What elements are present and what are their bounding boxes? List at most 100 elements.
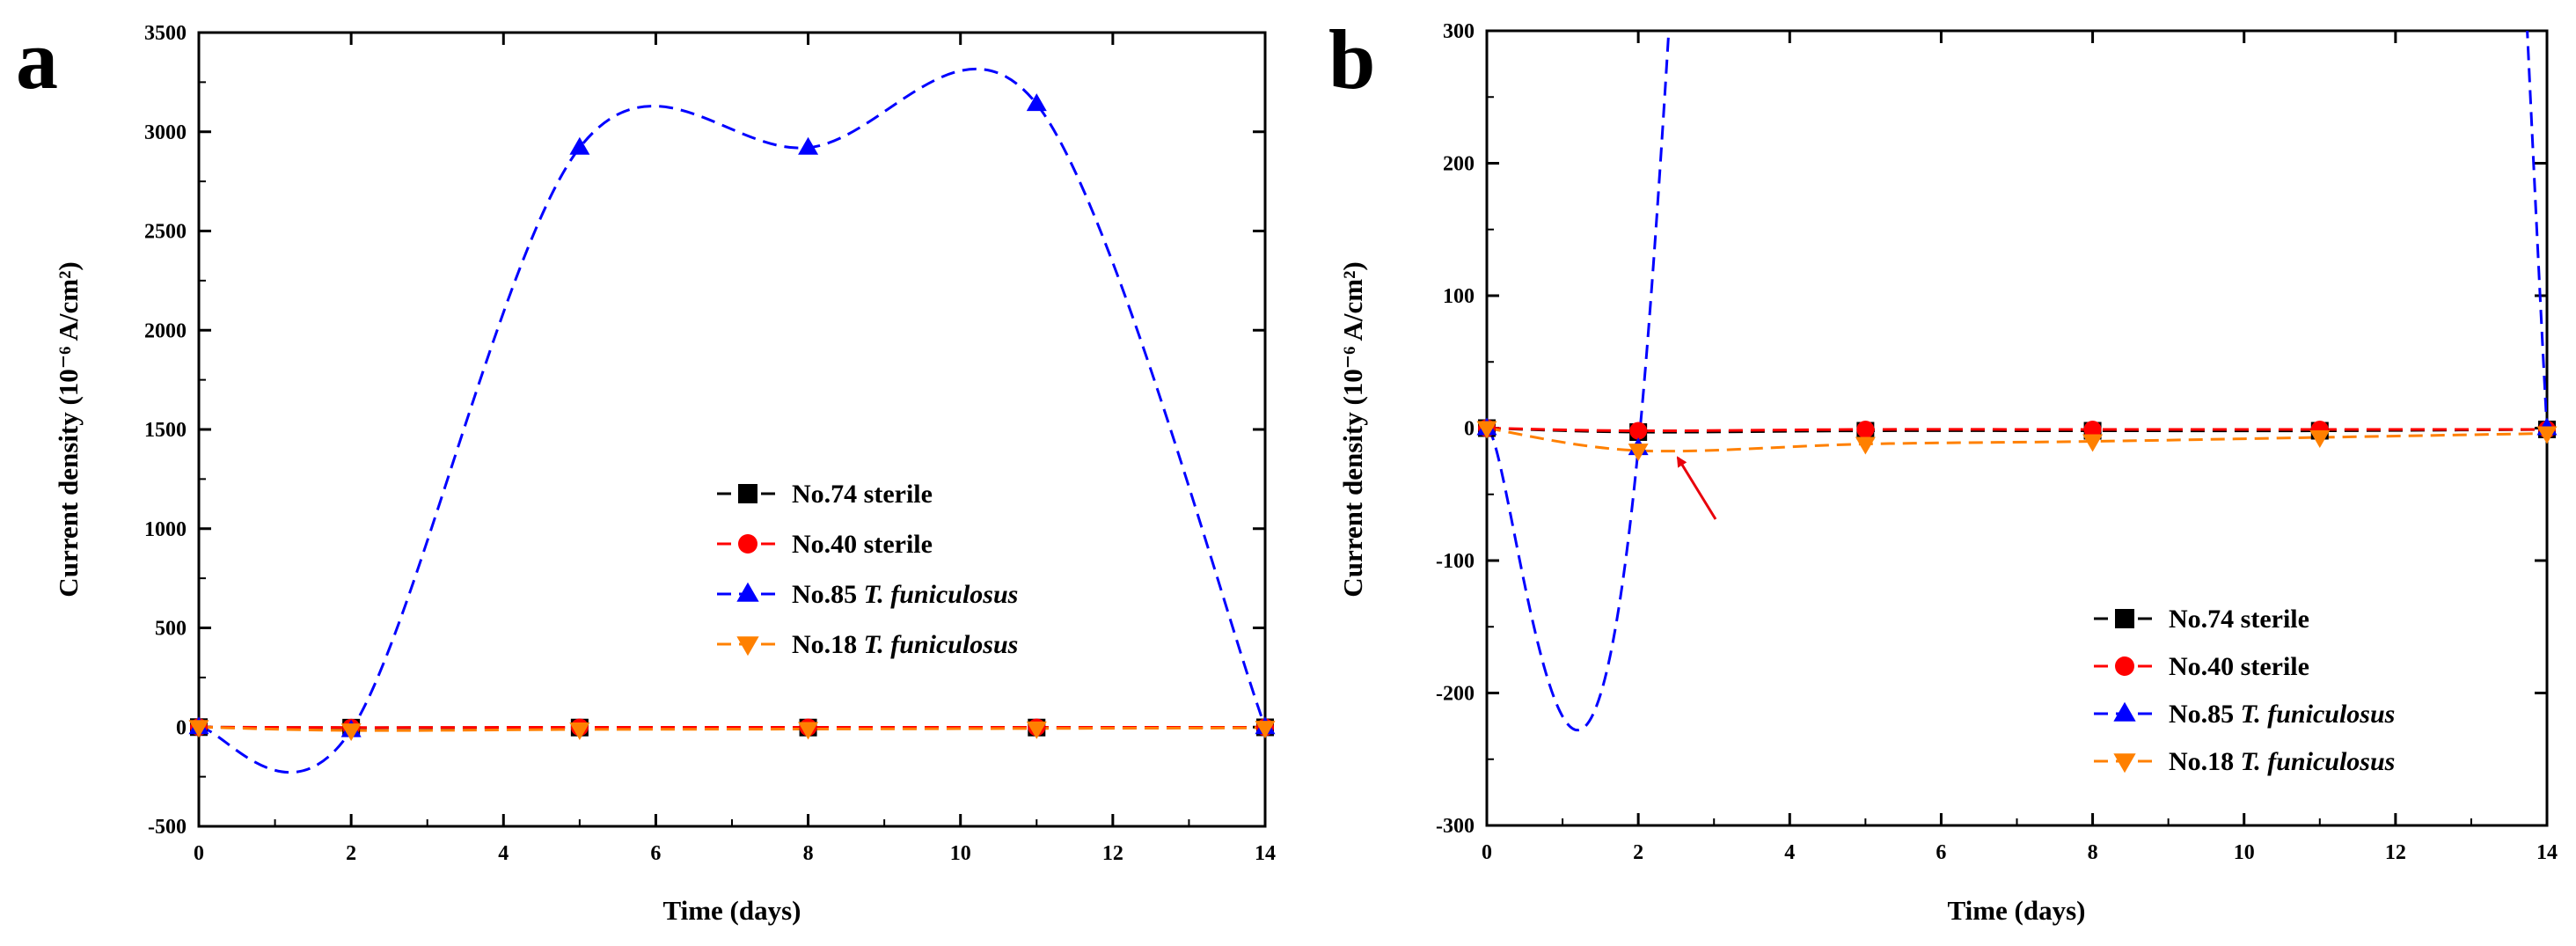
annotation-arrow	[1676, 456, 1717, 520]
legend-label: No.85 T. funiculosus	[2169, 700, 2395, 729]
legend-label: No.74 sterile	[2169, 605, 2309, 634]
y-axis-label-a-text: Current density (10⁻⁶ A/cm²)	[53, 261, 84, 597]
ticks-b: 0 2 4 6 8 10 12 14 -300 -200 -100 0 100 200 300	[1436, 20, 2558, 864]
x-tick-label: 0	[1482, 841, 1492, 864]
panel-b-letter: b	[1328, 12, 1375, 106]
y-tick-label: 500	[155, 618, 187, 641]
x-tick-label: 6	[1936, 841, 1946, 864]
legend-label-prefix: No.74	[2169, 605, 2241, 634]
legend-label-suffix: sterile	[864, 480, 933, 509]
legend-marker	[2115, 656, 2134, 676]
legend-marker	[738, 534, 757, 554]
y-tick-label: 3500	[144, 22, 187, 45]
legend-label-prefix: No.40	[792, 530, 864, 559]
x-tick-label: 2	[1633, 841, 1643, 864]
data-point-No.18 T. funiculosus	[1628, 444, 1649, 462]
x-tick-label: 14	[1255, 842, 1276, 865]
series-line-No.85 T. funiculosus	[199, 68, 1265, 774]
y-tick-label: 0	[1464, 418, 1475, 441]
series-line-No.18 T. funiculosus	[199, 725, 1265, 732]
legend-label-prefix: No.85	[792, 580, 864, 609]
y-tick-label: -300	[1436, 815, 1475, 838]
legend-label-italic: T. funiculosus	[2241, 747, 2396, 776]
legend-label: No.85 T. funiculosus	[792, 580, 1018, 609]
markers-a	[188, 93, 1276, 742]
x-tick-label: 6	[650, 842, 661, 865]
data-point-No.40 sterile	[2083, 421, 2102, 439]
data-point-No.85 T. funiculosus	[1026, 93, 1047, 112]
x-tick-label: 0	[194, 842, 204, 865]
legend-marker	[2115, 609, 2134, 628]
legend-label: No.74 sterile	[792, 480, 933, 509]
x-axis-label-a: Time (days)	[662, 895, 801, 926]
x-tick-label: 10	[2234, 841, 2255, 864]
legend-label-italic: T. funiculosus	[2241, 700, 2396, 729]
x-axis-label-b: Time (days)	[1947, 895, 2085, 926]
data-point-No.18 T. funiculosus	[188, 720, 209, 738]
y-axis-label-b: Current density (10⁻⁶ A/cm²)	[1337, 261, 1368, 597]
legend-marker	[736, 582, 759, 602]
data-point-No.18 T. funiculosus	[569, 722, 590, 740]
x-tick-label: 10	[950, 842, 971, 865]
y-axis-label-a: Current density (10⁻⁶ A/cm²)	[53, 261, 84, 597]
panel-a: a 0 2 4 6 8 10 12 14 -500 0 500 1000 1500 2000 2500 300…	[16, 12, 1276, 926]
x-tick-label: 12	[1102, 842, 1123, 865]
legend-label-prefix: No.18	[792, 630, 864, 659]
markers-b	[1476, 417, 2558, 462]
y-axis-label-b-text: Current density (10⁻⁶ A/cm²)	[1337, 261, 1368, 597]
legend-label-prefix: No.74	[792, 480, 864, 509]
data-point-No.18 T. funiculosus	[798, 722, 819, 740]
y-tick-label: 200	[1443, 153, 1475, 176]
x-tick-label: 4	[1784, 841, 1795, 864]
y-tick-label: 1500	[144, 419, 187, 442]
data-point-No.85 T. funiculosus	[798, 136, 819, 155]
legend-label-suffix: sterile	[864, 530, 933, 559]
legend-label-prefix: No.85	[2169, 700, 2241, 729]
data-point-No.18 T. funiculosus	[2082, 434, 2104, 452]
legend-marker	[736, 636, 759, 656]
legend-label: No.40 sterile	[2169, 652, 2309, 681]
legend-label-suffix: sterile	[2241, 605, 2309, 634]
y-tick-label: -100	[1436, 550, 1475, 573]
x-tick-label: 4	[498, 842, 509, 865]
y-tick-label: 300	[1443, 20, 1475, 43]
y-tick-label: 3000	[144, 121, 187, 144]
y-tick-label: 2000	[144, 319, 187, 342]
data-point-No.85 T. funiculosus	[569, 136, 590, 155]
legend-marker	[2113, 701, 2136, 722]
legend-label-prefix: No.18	[2169, 747, 2241, 776]
panel-a-letter: a	[16, 12, 58, 106]
data-point-No.18 T. funiculosus	[1026, 721, 1047, 739]
legend-label-italic: T. funiculosus	[864, 580, 1019, 609]
y-tick-label: 1000	[144, 518, 187, 541]
legend-marker	[738, 484, 757, 503]
curves-a	[199, 68, 1265, 774]
x-tick-label: 14	[2536, 841, 2558, 864]
y-tick-label: -500	[148, 816, 187, 839]
x-tick-label: 2	[346, 842, 356, 865]
curves-b	[1487, 31, 2547, 732]
data-point-No.18 T. funiculosus	[2309, 430, 2331, 449]
series-line-No.18 T. funiculosus	[1487, 427, 2547, 453]
legend-label-prefix: No.40	[2169, 652, 2241, 681]
data-point-No.18 T. funiculosus	[1855, 436, 1876, 455]
data-point-No.18 T. funiculosus	[340, 723, 362, 742]
y-tick-label: 100	[1443, 285, 1475, 308]
y-tick-label: -200	[1436, 683, 1475, 706]
panel-b: b 0 2 4 6 8 10 12 14 -300 -200 -100 0 100 200 300 Time…	[1328, 12, 2558, 926]
series-line-No.85 T. funiculosus	[1487, 31, 2547, 732]
legend-label-italic: T. funiculosus	[864, 630, 1019, 659]
legend-label: No.18 T. funiculosus	[792, 630, 1018, 659]
legend-label: No.40 sterile	[792, 530, 933, 559]
legend-label-suffix: sterile	[2241, 652, 2309, 681]
data-point-No.18 T. funiculosus	[2536, 426, 2558, 444]
ticks-a: 0 2 4 6 8 10 12 14 -500 0 500 1000 1500 2000 2500 3000 3…	[144, 22, 1276, 865]
data-point-No.40 sterile	[1629, 422, 1648, 440]
y-tick-label: 0	[176, 716, 187, 739]
x-tick-label: 8	[2088, 841, 2098, 864]
x-tick-label: 8	[803, 842, 814, 865]
series-line-No.40 sterile	[1487, 427, 2547, 433]
